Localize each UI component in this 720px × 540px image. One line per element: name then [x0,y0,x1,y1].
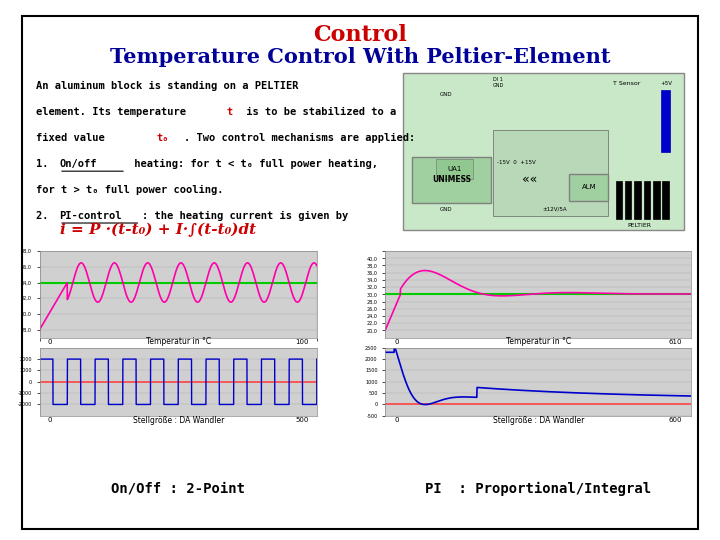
Text: GND: GND [440,92,453,97]
Text: Temperatur in °C: Temperatur in °C [145,338,211,346]
Text: Stellgröße : DA Wandler: Stellgröße : DA Wandler [492,416,584,424]
FancyBboxPatch shape [403,73,684,230]
Text: Stellgröße : DA Wandler: Stellgröße : DA Wandler [132,416,224,424]
Text: for t > t₀ full power cooling.: for t > t₀ full power cooling. [36,185,223,195]
Text: ««: «« [521,173,537,186]
Text: UNIMESS: UNIMESS [432,175,471,184]
Text: DI 1: DI 1 [493,77,503,83]
Text: i = P ·(t-t₀) + I·∫(t-t₀)dt: i = P ·(t-t₀) + I·∫(t-t₀)dt [60,222,256,237]
Text: On/Off : 2-Point: On/Off : 2-Point [111,482,245,496]
Text: t: t [227,107,233,117]
Text: . Two control mechanisms are applied:: . Two control mechanisms are applied: [184,133,415,143]
Text: PI-control: PI-control [59,211,122,221]
Text: 2.: 2. [36,211,55,221]
FancyBboxPatch shape [661,90,670,152]
FancyBboxPatch shape [634,181,641,219]
FancyBboxPatch shape [493,130,608,216]
FancyBboxPatch shape [569,174,608,201]
FancyBboxPatch shape [662,181,669,219]
Text: 100: 100 [295,339,308,345]
Text: 600: 600 [668,417,682,423]
Text: PELTIER: PELTIER [627,223,652,228]
FancyBboxPatch shape [616,181,622,219]
Text: fixed value: fixed value [36,133,111,143]
Text: ALM: ALM [582,184,596,191]
Text: An aluminum block is standing on a PELTIER: An aluminum block is standing on a PELTI… [36,82,299,91]
Text: GND: GND [493,83,505,88]
Text: UA1: UA1 [447,166,462,172]
Text: heating: for t < t₀ full power heating,: heating: for t < t₀ full power heating, [128,159,378,169]
Text: ±12V/5A: ±12V/5A [542,206,567,212]
Text: +5V: +5V [660,81,672,86]
FancyBboxPatch shape [412,157,491,202]
Text: Temperatur in °C: Temperatur in °C [505,338,571,346]
FancyBboxPatch shape [22,16,698,529]
Text: : the heating current is given by: : the heating current is given by [142,211,348,221]
Text: 1.: 1. [36,159,55,169]
FancyBboxPatch shape [625,181,631,219]
Text: On/off: On/off [59,159,96,169]
Text: 610: 610 [668,339,682,345]
Text: -15V  0  +15V: -15V 0 +15V [497,159,536,165]
Text: PI  : Proportional/Integral: PI : Proportional/Integral [426,482,652,496]
Text: element. Its temperature: element. Its temperature [36,107,192,117]
Text: t₀: t₀ [157,133,169,143]
Text: 0: 0 [48,417,53,423]
Text: Control: Control [313,24,407,46]
Text: 0: 0 [48,339,53,345]
Text: T Sensor: T Sensor [613,81,640,86]
FancyBboxPatch shape [436,159,473,179]
Text: GND: GND [440,207,453,212]
FancyBboxPatch shape [653,181,660,219]
Text: 0: 0 [395,339,399,345]
Text: 0: 0 [395,417,399,423]
Text: Temperature Control With Peltier-Element: Temperature Control With Peltier-Element [109,46,611,67]
Text: is to be stabilized to a: is to be stabilized to a [240,107,396,117]
Text: 500: 500 [295,417,308,423]
FancyBboxPatch shape [644,181,650,219]
